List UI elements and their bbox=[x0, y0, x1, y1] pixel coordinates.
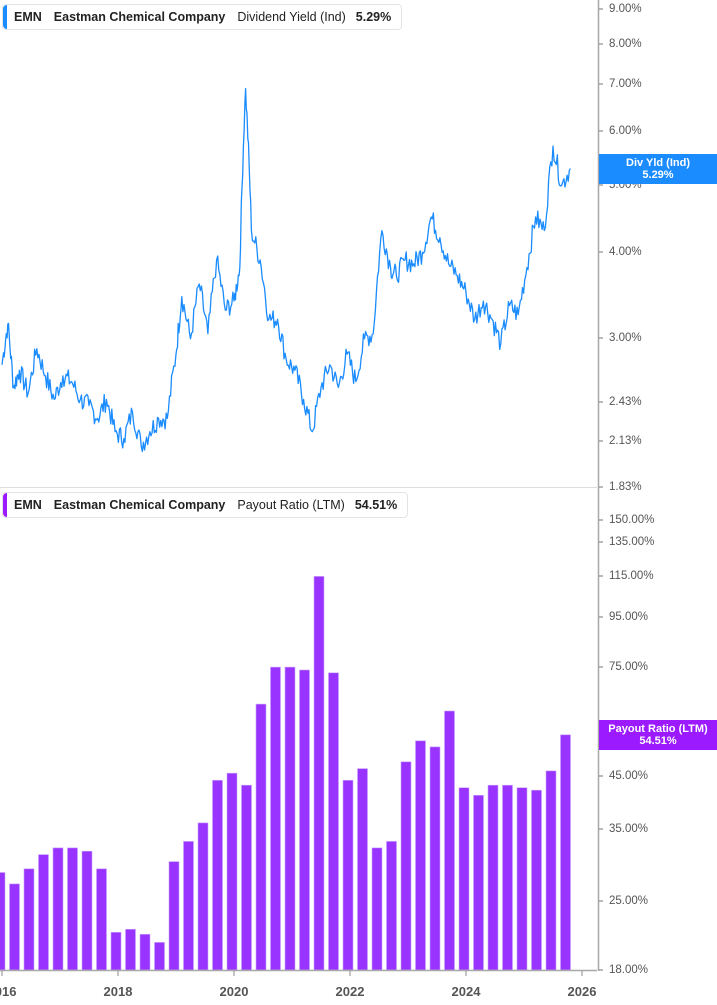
tag-value: 54.51% bbox=[639, 735, 677, 747]
legend-value: 5.29% bbox=[355, 10, 392, 24]
y-tick-label: 3.00% bbox=[609, 332, 642, 344]
payout-bar bbox=[212, 779, 223, 971]
payout-bar bbox=[9, 883, 20, 971]
y-tick-label: 150.00% bbox=[609, 514, 655, 526]
x-tick-label: 2026 bbox=[567, 984, 597, 999]
payout-bar bbox=[545, 770, 557, 971]
y-tick-label: 45.00% bbox=[609, 770, 649, 782]
payout-bar bbox=[125, 928, 136, 971]
legend-metric: Dividend Yield (Ind) bbox=[237, 10, 346, 24]
payout-bar bbox=[241, 784, 252, 971]
x-tick-label: 2018 bbox=[103, 984, 133, 999]
payout-bar bbox=[429, 746, 441, 971]
tag-value: 5.29% bbox=[642, 169, 674, 181]
series-color-swatch bbox=[3, 5, 7, 29]
payout-bar bbox=[23, 868, 35, 971]
payout-bar bbox=[110, 931, 122, 971]
dividend-yield-line bbox=[1, 88, 571, 453]
payout-bar bbox=[516, 787, 528, 971]
payout-bar bbox=[67, 847, 78, 971]
y-tick-label: 2.43% bbox=[609, 396, 642, 408]
x-axis-tick-marks bbox=[1, 971, 583, 976]
tag-label: Payout Ratio (LTM) bbox=[608, 723, 708, 735]
tag-label: Div Yld (Ind) bbox=[626, 157, 690, 169]
payout-bar bbox=[560, 734, 571, 971]
top-legend[interactable]: EMN Eastman Chemical Company Dividend Yi… bbox=[2, 4, 403, 30]
y-tick-label: 4.00% bbox=[609, 246, 642, 258]
x-tick-label: 2022 bbox=[335, 984, 365, 999]
payout-bar bbox=[284, 666, 296, 971]
payout-bar bbox=[357, 768, 368, 971]
payout-bar bbox=[52, 847, 64, 971]
legend-symbol: EMN bbox=[14, 498, 42, 512]
y-tick-label: 8.00% bbox=[609, 38, 642, 50]
payout-bar bbox=[313, 576, 325, 971]
bottom-legend[interactable]: EMN Eastman Chemical Company Payout Rati… bbox=[2, 492, 409, 518]
y-tick-label: 95.00% bbox=[609, 611, 649, 623]
payout-bar bbox=[255, 703, 267, 971]
payout-bar bbox=[168, 861, 180, 971]
payout-bar bbox=[197, 822, 209, 971]
y-tick-label: 9.00% bbox=[609, 3, 642, 15]
payout-bar bbox=[342, 779, 354, 971]
y-tick-label: 35.00% bbox=[609, 823, 649, 835]
y-tick-label: 6.00% bbox=[609, 125, 642, 137]
payout-bar bbox=[371, 847, 383, 971]
payout-bar bbox=[0, 872, 6, 971]
payout-bar bbox=[328, 672, 339, 971]
payout-bar bbox=[473, 794, 484, 971]
payout-bar bbox=[154, 942, 165, 971]
payout-bar bbox=[81, 850, 93, 971]
payout-bar bbox=[400, 761, 412, 971]
payout-bar bbox=[502, 784, 513, 971]
y-tick-label: 7.00% bbox=[609, 78, 642, 90]
payout-bar bbox=[96, 868, 107, 971]
payout-bar bbox=[458, 787, 470, 971]
y-tick-label: 2.13% bbox=[609, 435, 642, 447]
y-tick-label: 135.00% bbox=[609, 536, 655, 548]
payout-bar bbox=[139, 933, 151, 971]
payout-ratio-value-tag: Payout Ratio (LTM) 54.51% bbox=[599, 720, 717, 750]
y-tick-label: 75.00% bbox=[609, 661, 649, 673]
payout-bar bbox=[226, 772, 238, 971]
payout-bar bbox=[444, 710, 455, 971]
y-tick-label: 18.00% bbox=[609, 964, 649, 976]
payout-bar bbox=[270, 666, 281, 971]
payout-ratio-bars bbox=[0, 576, 571, 971]
payout-bar bbox=[38, 854, 49, 971]
series-color-swatch bbox=[3, 493, 7, 517]
x-tick-label: 2020 bbox=[219, 984, 249, 999]
legend-company: Eastman Chemical Company bbox=[53, 498, 226, 512]
payout-bar bbox=[487, 784, 499, 971]
y-tick-label: 115.00% bbox=[609, 570, 654, 582]
payout-bar bbox=[299, 669, 310, 971]
payout-bar bbox=[531, 789, 542, 971]
dividend-yield-value-tag: Div Yld (Ind) 5.29% bbox=[599, 154, 717, 184]
payout-bar bbox=[386, 841, 397, 971]
legend-company: Eastman Chemical Company bbox=[53, 10, 226, 24]
y-tick-label: 1.83% bbox=[609, 481, 642, 493]
y-tick-label: 25.00% bbox=[609, 895, 649, 907]
payout-bar bbox=[415, 740, 426, 971]
x-tick-label: 2016 bbox=[0, 984, 17, 999]
x-tick-label: 2024 bbox=[451, 984, 481, 999]
legend-metric: Payout Ratio (LTM) bbox=[237, 498, 345, 512]
legend-symbol: EMN bbox=[14, 10, 42, 24]
y-axis-tick-marks bbox=[599, 8, 603, 971]
payout-bar bbox=[183, 841, 194, 971]
legend-value: 54.51% bbox=[354, 498, 398, 512]
